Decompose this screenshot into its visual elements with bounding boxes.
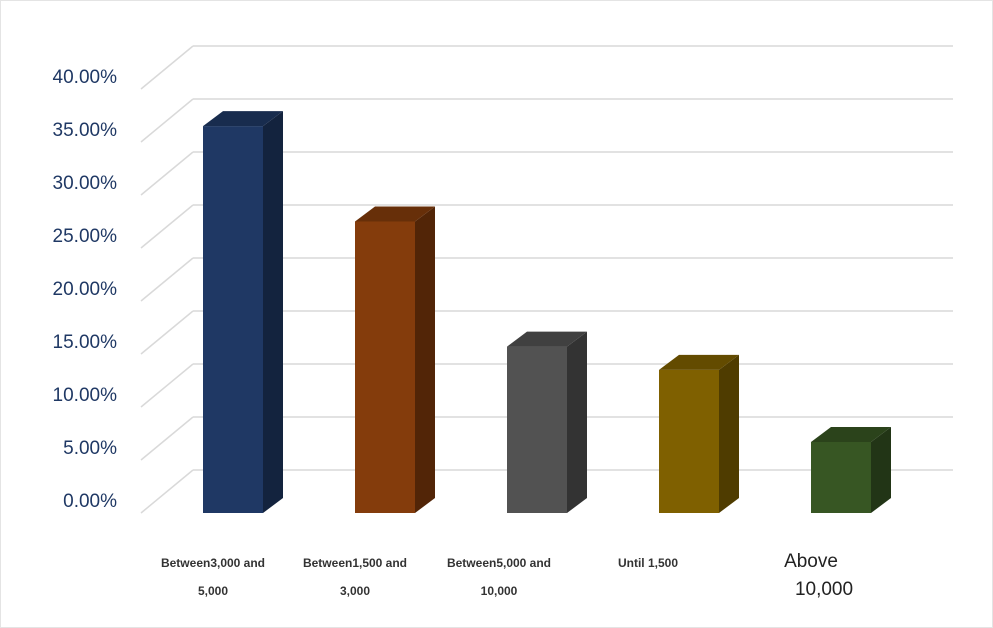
bar-front-face xyxy=(811,441,871,513)
y-tick-label: 0.00% xyxy=(63,491,117,512)
x-tick-label: Above 10,000 xyxy=(784,551,853,600)
bar-top-face xyxy=(811,426,891,442)
y-tick-label: 5.00% xyxy=(63,438,117,459)
bars xyxy=(203,111,891,513)
gridline xyxy=(140,310,953,355)
x-tick-label-line: 10,000 xyxy=(481,584,518,598)
bar xyxy=(507,331,587,513)
bar-front-face xyxy=(355,221,415,513)
y-axis-ticks: 0.00% 5.00% 10.00% 15.00% 20.00% 25.00% 30.00%… xyxy=(53,67,118,512)
bar-top-face xyxy=(659,354,739,370)
bar xyxy=(203,111,283,513)
y-tick-label: 35.00% xyxy=(53,120,118,141)
bar-top-face xyxy=(355,206,435,222)
bar-front-face xyxy=(659,369,719,513)
gridline xyxy=(140,204,953,249)
y-tick-label: 30.00% xyxy=(53,173,118,194)
gridline xyxy=(140,151,953,196)
x-tick-label: Between1,500 and 3,000 xyxy=(303,556,407,598)
gridline xyxy=(140,45,953,90)
x-tick-label-line: Between5,000 and xyxy=(447,556,551,570)
y-tick-label: 10.00% xyxy=(53,385,118,406)
x-tick-label-line: 10,000 xyxy=(795,579,853,600)
bar-side-face xyxy=(263,111,283,513)
bar xyxy=(355,206,435,513)
y-tick-label: 25.00% xyxy=(53,226,118,247)
x-tick-label: Until 1,500 xyxy=(618,556,678,570)
x-tick-label-line: 5,000 xyxy=(198,584,228,598)
bar-side-face xyxy=(719,354,739,513)
gridline xyxy=(140,98,953,143)
bar xyxy=(811,426,891,513)
bar-side-face xyxy=(871,426,891,513)
bar-top-face xyxy=(203,111,283,127)
gridline xyxy=(140,257,953,302)
bar-side-face xyxy=(415,206,435,513)
bar-front-face xyxy=(507,346,567,513)
bar-top-face xyxy=(507,331,587,347)
x-tick-label-line: Above xyxy=(784,551,838,572)
bar-front-face xyxy=(203,126,263,513)
bar xyxy=(659,354,739,513)
x-tick-label-line: Between3,000 and xyxy=(161,556,265,570)
y-tick-label: 40.00% xyxy=(53,67,118,88)
y-tick-label: 15.00% xyxy=(53,332,118,353)
y-tick-label: 20.00% xyxy=(53,279,118,300)
x-tick-label-line: Until 1,500 xyxy=(618,556,678,570)
x-axis-ticks: Between3,000 and 5,000 Between1,500 and 3,0… xyxy=(161,551,853,600)
x-tick-label: Between3,000 and 5,000 xyxy=(161,556,265,598)
bar-side-face xyxy=(567,331,587,513)
x-tick-label-line: 3,000 xyxy=(340,584,370,598)
x-tick-label: Between5,000 and 10,000 xyxy=(447,556,551,598)
x-tick-label-line: Between1,500 and xyxy=(303,556,407,570)
